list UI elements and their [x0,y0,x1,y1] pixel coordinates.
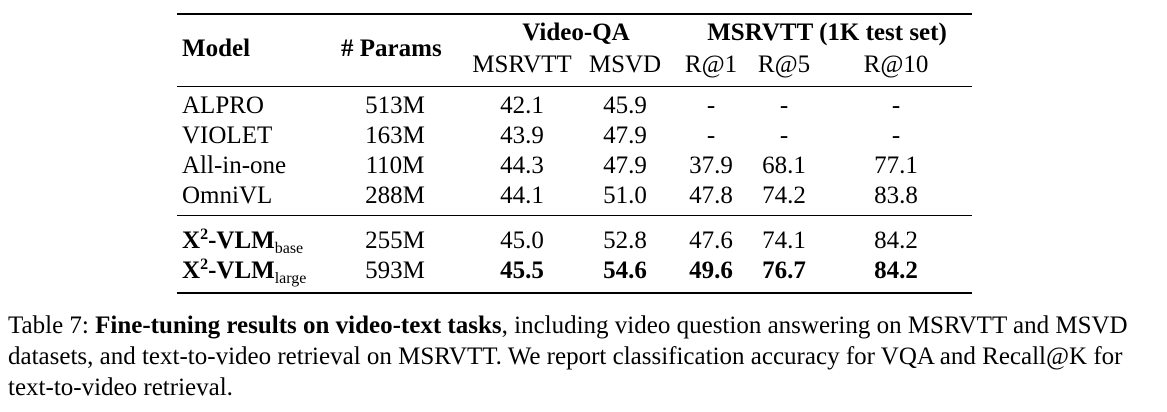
row-r10: - [891,92,901,119]
row-model: ALPRO [182,92,264,119]
header-sub-msvd: MSVD [588,51,662,78]
row-r1: - [706,122,716,149]
row-params: 593M [365,257,425,284]
row-r1: 37.9 [689,152,733,179]
row-r5: - [779,92,789,119]
table-bottom-rule [177,292,972,294]
row-msvd: 52.8 [603,227,647,254]
header-model: Model [182,35,251,62]
header-params: # Params [341,35,442,62]
row-model-ours: X2-VLMbase [182,226,304,257]
header-r5: R@5 [757,51,811,78]
row-model-ours: X2-VLMlarge [182,256,307,287]
row-r10: - [891,122,901,149]
header-r10: R@10 [863,51,929,78]
caption-bold: Fine-tuning results on video-text tasks [95,312,502,339]
table-top-rule [177,13,972,15]
row-msrvtt: 44.1 [500,182,544,209]
row-r10: 83.8 [874,182,918,209]
caption-label: Table 7: [8,312,96,339]
row-params: 255M [365,227,425,254]
row-r5: 74.1 [762,227,806,254]
row-msrvtt: 45.5 [500,257,544,284]
row-msrvtt: 42.1 [500,92,544,119]
row-r10: 77.1 [874,152,918,179]
row-params: 288M [365,182,425,209]
header-bottom-rule [177,86,972,87]
baseline-separator-rule [177,215,972,216]
header-r1: R@1 [684,51,738,78]
row-msvd: 45.9 [603,92,647,119]
row-msvd: 54.6 [603,257,647,284]
row-model: OmniVL [182,182,273,209]
row-r5: 76.7 [762,257,806,284]
row-r1: - [706,92,716,119]
header-msrvtt-group: MSRVTT (1K test set) [707,19,947,46]
row-r10: 84.2 [874,227,918,254]
row-r10: 84.2 [874,257,918,284]
row-msvd: 51.0 [603,182,647,209]
row-model: VIOLET [182,122,273,149]
row-msrvtt: 43.9 [500,122,544,149]
row-model: All-in-one [182,152,287,179]
table-caption: Table 7: Fine-tuning results on video-te… [8,310,1158,403]
row-msrvtt: 45.0 [500,227,544,254]
row-msvd: 47.9 [603,152,647,179]
row-r5: - [779,122,789,149]
row-r1: 47.8 [689,182,733,209]
row-msrvtt: 44.3 [500,152,544,179]
header-videoqa-group: Video-QA [522,19,630,46]
row-msvd: 47.9 [603,122,647,149]
row-params: 163M [365,122,425,149]
header-sub-msrvtt: MSRVTT [472,51,572,78]
row-r1: 49.6 [689,257,733,284]
caption-text: , including video question answering on … [8,312,1128,401]
row-r5: 68.1 [762,152,806,179]
row-params: 110M [365,152,425,179]
row-r5: 74.2 [762,182,806,209]
row-params: 513M [365,92,425,119]
row-r1: 47.6 [689,227,733,254]
